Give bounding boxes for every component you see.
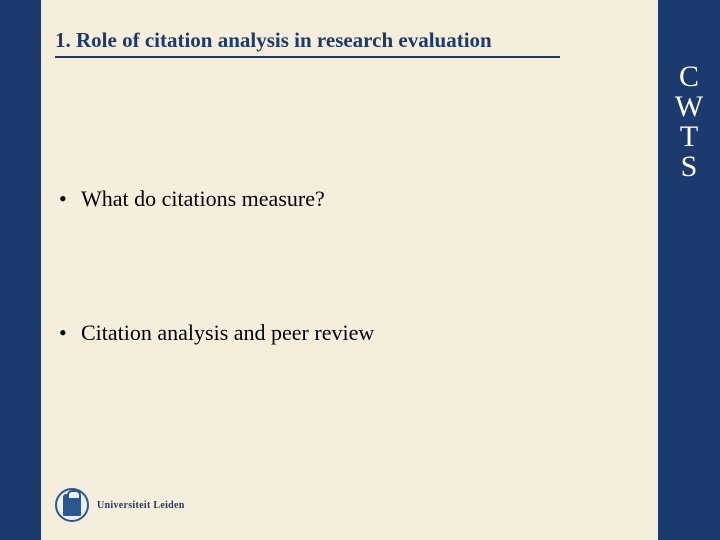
footer-university-logo: Universiteit Leiden	[55, 488, 185, 522]
bullet-text: What do citations measure?	[81, 186, 325, 212]
university-name: Universiteit Leiden	[97, 500, 185, 511]
bullet-item: • Citation analysis and peer review	[59, 320, 374, 346]
bullet-text: Citation analysis and peer review	[81, 320, 374, 346]
cwts-letter: C	[674, 62, 704, 92]
left-sidebar-stripe	[0, 0, 41, 540]
cwts-letter: T	[674, 122, 704, 152]
bullet-item: • What do citations measure?	[59, 186, 325, 212]
bullet-marker: •	[59, 186, 81, 212]
university-seal-icon	[55, 488, 89, 522]
cwts-letter: W	[674, 92, 704, 122]
slide-content-area: 1. Role of citation analysis in research…	[41, 0, 658, 540]
bullet-marker: •	[59, 320, 81, 346]
right-sidebar-stripe: C W T S	[658, 0, 720, 540]
slide-title: 1. Role of citation analysis in research…	[55, 28, 492, 53]
title-underline	[55, 56, 560, 58]
cwts-letter: S	[674, 152, 704, 182]
cwts-vertical-acronym: C W T S	[674, 62, 704, 182]
